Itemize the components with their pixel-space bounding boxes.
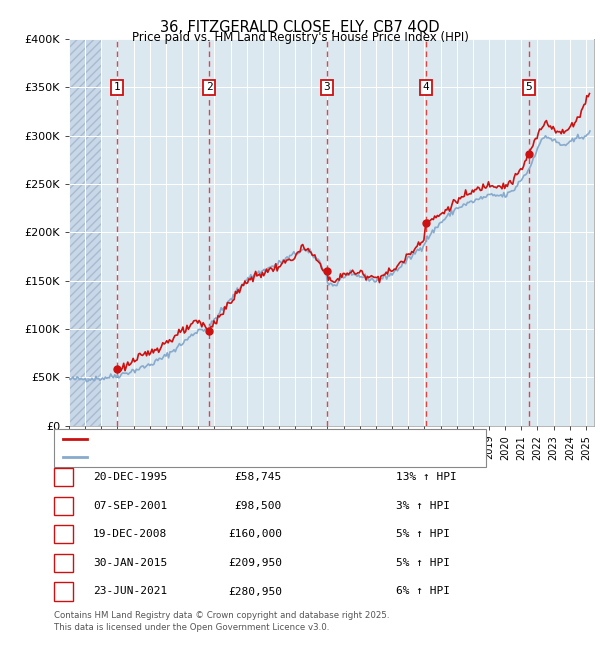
Text: 5: 5 [60,586,67,597]
Text: 5: 5 [526,83,532,92]
Text: Price paid vs. HM Land Registry's House Price Index (HPI): Price paid vs. HM Land Registry's House … [131,31,469,44]
Text: £280,950: £280,950 [228,586,282,597]
Text: £98,500: £98,500 [235,500,282,511]
Text: 36, FITZGERALD CLOSE, ELY, CB7 4QD (semi-detached house): 36, FITZGERALD CLOSE, ELY, CB7 4QD (semi… [91,434,414,444]
Text: 1: 1 [113,83,121,92]
Text: £160,000: £160,000 [228,529,282,539]
Text: £58,745: £58,745 [235,472,282,482]
Text: 13% ↑ HPI: 13% ↑ HPI [396,472,457,482]
Text: 5% ↑ HPI: 5% ↑ HPI [396,558,450,568]
Text: 2: 2 [60,500,67,511]
Text: 30-JAN-2015: 30-JAN-2015 [93,558,167,568]
Bar [69,39,101,426]
Text: 20-DEC-1995: 20-DEC-1995 [93,472,167,482]
Text: Contains HM Land Registry data © Crown copyright and database right 2025.
This d: Contains HM Land Registry data © Crown c… [54,611,389,632]
Text: 07-SEP-2001: 07-SEP-2001 [93,500,167,511]
Text: 6% ↑ HPI: 6% ↑ HPI [396,586,450,597]
Text: 3: 3 [60,529,67,539]
Text: 3: 3 [323,83,331,92]
Text: 5% ↑ HPI: 5% ↑ HPI [396,529,450,539]
Text: £209,950: £209,950 [228,558,282,568]
Text: 4: 4 [422,83,429,92]
Text: HPI: Average price, semi-detached house, East Cambridgeshire: HPI: Average price, semi-detached house,… [91,452,422,461]
Text: 2: 2 [206,83,212,92]
Text: 36, FITZGERALD CLOSE, ELY, CB7 4QD: 36, FITZGERALD CLOSE, ELY, CB7 4QD [160,20,440,34]
Text: 19-DEC-2008: 19-DEC-2008 [93,529,167,539]
Text: 1: 1 [60,472,67,482]
Text: 4: 4 [60,558,67,568]
Text: 23-JUN-2021: 23-JUN-2021 [93,586,167,597]
Text: 3% ↑ HPI: 3% ↑ HPI [396,500,450,511]
